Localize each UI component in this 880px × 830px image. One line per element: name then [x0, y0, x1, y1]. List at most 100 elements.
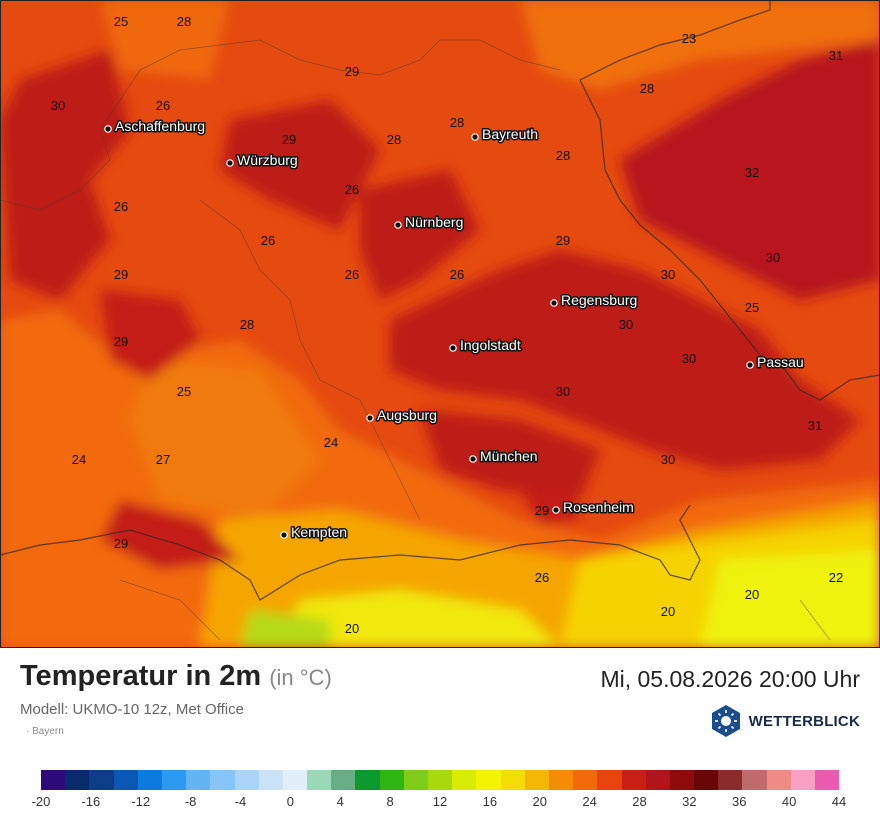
city-marker: Würzburg — [226, 151, 299, 170]
temperature-value-label: 26 — [345, 267, 359, 282]
color-scale-tick: 32 — [682, 794, 697, 809]
color-scale-swatch — [403, 770, 428, 790]
color-scale-tick: 16 — [482, 794, 498, 809]
temperature-value-label: 26 — [261, 233, 275, 248]
temperature-value-label: 30 — [556, 384, 570, 399]
color-scale-tick: -16 — [81, 794, 101, 809]
temperature-value-label: 30 — [766, 250, 780, 265]
city-name: München — [480, 448, 538, 464]
color-scale-swatch — [210, 770, 235, 790]
color-scale-swatch — [548, 770, 574, 790]
city-dot — [104, 125, 112, 133]
color-scale-swatch — [113, 770, 138, 790]
color-scale-swatch — [379, 770, 404, 790]
color-scale-swatch — [694, 770, 719, 790]
color-scale-swatch — [718, 770, 743, 790]
temperature-value-label: 30 — [619, 317, 633, 332]
color-scale-tick: 44 — [831, 794, 847, 809]
temperature-value-label: 26 — [345, 182, 359, 197]
city-dot — [280, 531, 288, 539]
title-text: Temperatur in 2m — [20, 660, 262, 692]
color-scale-swatch — [234, 770, 259, 790]
temperature-value-label: 28 — [177, 14, 191, 29]
color-scale-tick: 4 — [336, 794, 344, 809]
temperature-value-label: 26 — [114, 199, 128, 214]
city-name: Regensburg — [561, 292, 637, 308]
temperature-value-label: 29 — [535, 503, 549, 518]
city-marker: Nürnberg — [394, 213, 465, 232]
legend-panel: Temperatur in 2m (in °C) Mi, 05.08.2026 2… — [0, 648, 880, 830]
unit-label: (in °C) — [269, 665, 332, 690]
color-scale-swatch — [137, 770, 162, 790]
temperature-value-label: 29 — [114, 267, 128, 282]
temperature-value-label: 28 — [387, 132, 401, 147]
color-scale-swatch — [355, 770, 380, 790]
color-scale-tick: 36 — [732, 794, 747, 809]
temperature-value-label: 29 — [114, 334, 128, 349]
color-scale-swatch — [790, 770, 815, 790]
region-label: · Bayern — [26, 726, 64, 737]
temperature-value-label: 24 — [72, 452, 86, 467]
color-scale-swatch — [742, 770, 767, 790]
temperature-value-label: 31 — [829, 48, 843, 63]
city-dot — [550, 299, 558, 307]
city-marker: Passau — [746, 353, 805, 372]
color-scale-swatch — [428, 770, 453, 790]
color-scale — [41, 770, 840, 790]
city-name: Rosenheim — [563, 499, 634, 515]
region-text: Bayern — [32, 726, 64, 737]
color-scale-tick: 0 — [286, 794, 294, 809]
color-scale-swatch — [89, 770, 114, 790]
color-scale-swatch — [41, 770, 66, 790]
temperature-value-label: 25 — [114, 14, 128, 29]
city-name: Würzburg — [237, 152, 298, 168]
temperature-value-label: 20 — [745, 587, 759, 602]
color-scale-swatch — [573, 770, 598, 790]
color-scale-swatch — [766, 770, 791, 790]
city-dot — [469, 455, 477, 463]
city-name: Augsburg — [377, 407, 437, 423]
temperature-value-label: 27 — [156, 452, 170, 467]
city-marker: Augsburg — [366, 406, 438, 425]
model-info: Modell: UKMO-10 12z, Met Office — [20, 701, 244, 718]
temperature-value-label: 20 — [345, 621, 359, 636]
color-scale-tick: -20 — [31, 794, 51, 809]
city-marker: Rosenheim — [552, 498, 635, 517]
temperature-value-label: 30 — [51, 98, 65, 113]
temperature-map: 25 28 29 23 31 30 26 28 29 28 28 28 32 26 26 26 29 30 29 26… — [0, 0, 880, 648]
color-scale-swatch — [452, 770, 477, 790]
temperature-value-label: 26 — [450, 267, 464, 282]
color-scale-swatch — [258, 770, 283, 790]
color-scale-swatch — [645, 770, 670, 790]
city-marker: Aschaffenburg — [104, 117, 207, 136]
temperature-value-label: 29 — [114, 536, 128, 551]
color-scale-tick: 20 — [532, 794, 547, 809]
city-dot — [746, 361, 754, 369]
color-scale-tick: 12 — [432, 794, 448, 809]
temperature-value-label: 22 — [829, 570, 843, 585]
temperature-value-label: 25 — [177, 384, 191, 399]
color-scale-tick: -8 — [184, 794, 197, 809]
temperature-value-label: 28 — [556, 148, 570, 163]
temperature-value-label: 24 — [324, 435, 338, 450]
color-scale-swatch — [815, 770, 840, 790]
city-name: Passau — [757, 354, 804, 370]
city-name: Ingolstadt — [460, 337, 521, 353]
temperature-value-label: 29 — [556, 233, 570, 248]
color-scale-swatch — [161, 770, 187, 790]
color-scale-swatch — [524, 770, 549, 790]
city-dot — [449, 344, 457, 352]
color-scale-tick: 24 — [582, 794, 597, 809]
map-title: Temperatur in 2m (in °C) — [20, 660, 332, 693]
city-name: Nürnberg — [405, 214, 463, 230]
temperature-value-label: 31 — [808, 418, 822, 433]
color-scale-swatch — [476, 770, 501, 790]
temperature-value-label: 26 — [535, 570, 549, 585]
temperature-value-label: 26 — [156, 98, 170, 113]
temperature-value-label: 30 — [661, 452, 675, 467]
city-marker: München — [469, 447, 539, 466]
color-scale-tick: -12 — [131, 794, 151, 809]
color-scale-tick: 40 — [781, 794, 797, 809]
color-scale-swatch — [621, 770, 646, 790]
color-scale-swatch — [307, 770, 332, 790]
